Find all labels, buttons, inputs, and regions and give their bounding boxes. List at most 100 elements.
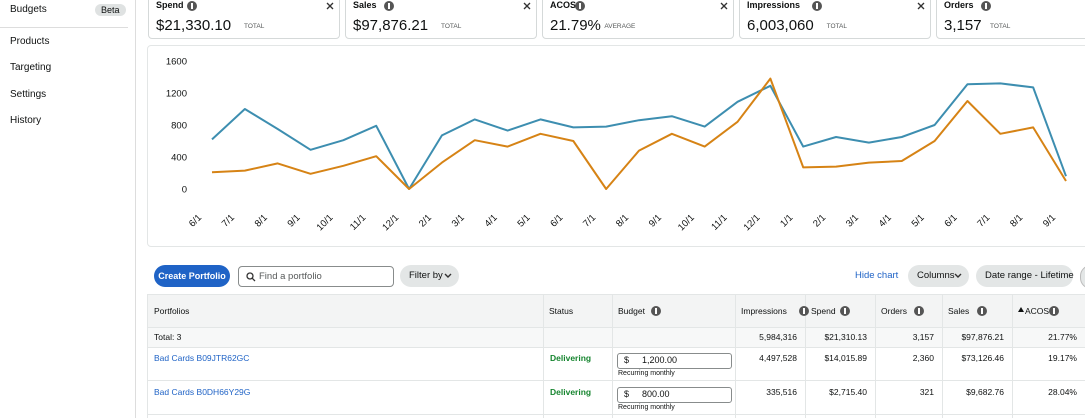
x-tick-label: 12/1: [380, 212, 401, 233]
info-icon: [651, 306, 662, 316]
total-orders: 3,157: [912, 332, 934, 342]
search-icon: [246, 272, 256, 282]
status: Delivering: [550, 353, 592, 363]
close-icon[interactable]: [326, 2, 334, 10]
nav-item[interactable]: Settings: [10, 89, 47, 100]
y-tick-label: 0: [182, 185, 187, 196]
budget-input[interactable]: $800.00: [617, 387, 732, 403]
budget-input[interactable]: $1,200.00: [617, 353, 732, 369]
column-header[interactable]: Portfolios: [154, 306, 190, 316]
budget-amount: 1,200.00: [642, 355, 678, 365]
metric-label: Impressions: [747, 0, 801, 10]
table-header-bg: [148, 294, 1085, 328]
column-header[interactable]: Spend: [811, 306, 836, 316]
hide-chart-link[interactable]: Hide chart: [855, 270, 899, 281]
column-header[interactable]: Budget: [618, 306, 645, 316]
column-divider: [942, 294, 943, 418]
column-divider: [1012, 294, 1013, 418]
metric-card[interactable]: Impressions 6,003,060 TOTAL: [739, 0, 931, 39]
columns-button[interactable]: Columns: [908, 265, 969, 287]
nav-item[interactable]: Budgets: [10, 4, 47, 15]
x-tick-label: 8/1: [614, 212, 631, 229]
search-input[interactable]: Find a portfolio: [238, 266, 394, 287]
metric-label: ACOS: [550, 0, 577, 10]
total-impressions: 5,984,316: [759, 332, 797, 342]
x-tick-label: 9/1: [647, 212, 664, 229]
metric-card[interactable]: Sales $97,876.21 TOTAL: [345, 0, 537, 39]
x-tick-label: 10/1: [315, 212, 336, 233]
x-tick-label: 8/1: [253, 212, 270, 229]
nav-item[interactable]: Targeting: [10, 62, 52, 73]
x-tick-label: 6/1: [548, 212, 565, 229]
x-tick-label: 5/1: [515, 212, 532, 229]
info-icon: [980, 1, 991, 11]
column-divider: [735, 294, 736, 418]
row-orders: 321: [919, 387, 934, 397]
column-header[interactable]: Impressions: [741, 306, 787, 316]
column-divider: [875, 294, 876, 418]
chart: 0 400 800 1200 1600 6/1 7/1 8/1 9/1 10/1 11/1 12/1 2…: [166, 57, 1067, 233]
row-impressions: 335,516: [766, 387, 797, 397]
sidebar-border: [135, 0, 136, 418]
chevron: [954, 273, 962, 278]
column-divider: [612, 294, 613, 418]
chevron-icon: [444, 273, 452, 278]
search-placeholder: Find a portfolio: [259, 271, 322, 282]
portfolio-link[interactable]: Bad Cards B09JTR62GC: [154, 353, 250, 363]
portfolio-link[interactable]: Bad Cards B0DH66Y29G: [154, 387, 251, 397]
row-sales: $9,682.76: [966, 387, 1004, 397]
row-spend: $2,715.40: [829, 387, 867, 397]
row-sales: $73,126.46: [961, 353, 1004, 363]
column-header[interactable]: Sales: [948, 306, 970, 316]
status: Delivering: [550, 387, 592, 397]
more-button[interactable]: [1080, 265, 1085, 289]
date-range-button[interactable]: Date range - Lifetime: [976, 265, 1074, 287]
close-icon[interactable]: [720, 2, 728, 10]
columns-button-label: Columns: [917, 270, 955, 281]
column-header[interactable]: Status: [549, 306, 574, 316]
column-header[interactable]: ACOS: [1025, 306, 1050, 316]
metric-value: 3,157: [944, 17, 982, 34]
metric-unit: TOTAL: [826, 23, 847, 30]
close-icon[interactable]: [523, 2, 531, 10]
x-tick-label: 4/1: [483, 212, 500, 229]
metric-card[interactable]: Spend $21,330.10 TOTAL: [148, 0, 340, 39]
total-row-bg: [148, 327, 1085, 348]
close-icon[interactable]: [917, 2, 925, 10]
metric-value: $21,330.10: [156, 17, 232, 34]
table-left-border: [147, 294, 148, 418]
x-tick-label: 2/1: [811, 212, 828, 229]
sort-icon: [1018, 307, 1024, 312]
filter-button-label: Filter by: [409, 270, 443, 281]
column-header[interactable]: Orders: [881, 306, 907, 316]
nav-item[interactable]: Products: [10, 36, 50, 47]
x-tick-label: 11/1: [709, 212, 729, 232]
data-line: [211, 82, 1067, 190]
x-tick-label: 11/1: [348, 212, 368, 232]
metric-value: 21.79%: [550, 17, 601, 34]
metric-label: Spend: [156, 0, 184, 10]
column-divider: [805, 294, 806, 418]
close-stroke: [523, 2, 531, 10]
info-icon: [575, 1, 586, 11]
x-tick-label: 5/1: [910, 212, 927, 229]
filter-button[interactable]: Filter by: [400, 265, 459, 287]
search-circle: [246, 272, 254, 280]
metric-card[interactable]: ACOS 21.79% AVERAGE: [542, 0, 734, 39]
x-tick-label: 7/1: [975, 212, 992, 229]
nav-item[interactable]: History: [10, 115, 42, 126]
close-stroke: [917, 2, 925, 10]
metric-value: 6,003,060: [747, 17, 814, 34]
x-tick-label: 12/1: [742, 212, 763, 233]
info-icon: [914, 306, 925, 316]
chevron: [444, 273, 452, 278]
create-portfolio-button[interactable]: Create Portfolio: [154, 265, 230, 287]
x-tick-label: 9/1: [286, 212, 303, 229]
x-tick-label: 6/1: [187, 212, 204, 229]
info-icon: [976, 306, 987, 316]
x-tick-label: 7/1: [220, 212, 237, 229]
total-spend: $21,310.13: [824, 332, 867, 342]
metric-card[interactable]: Orders 3,157 TOTAL: [936, 0, 1085, 39]
data-line: [211, 77, 1067, 190]
